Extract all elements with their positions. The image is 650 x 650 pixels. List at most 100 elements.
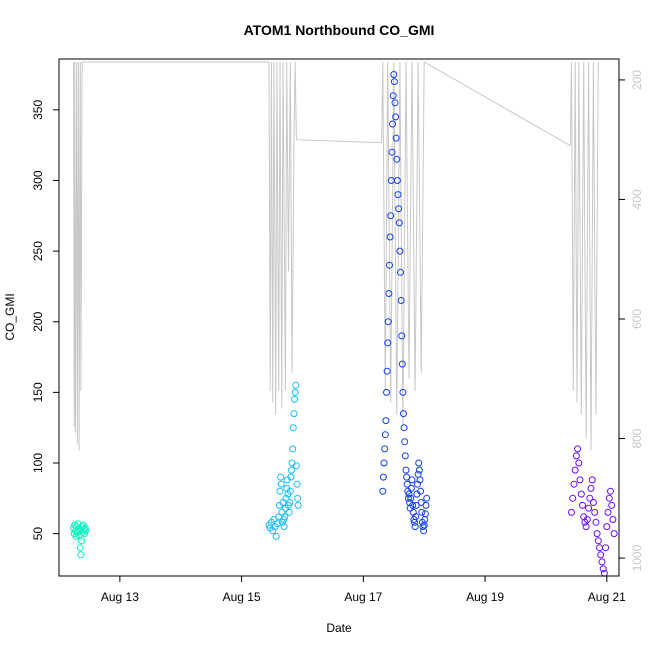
- data-point-series-3: [407, 484, 415, 492]
- data-point-series-4: [602, 544, 610, 552]
- data-point-series-1: [81, 524, 89, 532]
- data-point-series-3: [403, 473, 411, 481]
- chart-title: ATOM1 Northbound CO_GMI: [244, 22, 435, 38]
- data-point-series-3: [408, 476, 416, 484]
- data-point-series-4: [588, 476, 596, 484]
- data-point-series-4: [594, 537, 602, 545]
- data-point-series-1: [76, 544, 84, 552]
- data-point-series-3: [398, 332, 406, 340]
- data-point-series-4: [610, 530, 618, 538]
- data-point-series-3: [403, 480, 411, 488]
- y-tick-label: 150: [31, 382, 45, 402]
- data-point-series-3: [394, 191, 402, 199]
- data-point-series-2: [294, 494, 302, 502]
- y-axis-label: CO_GMI: [3, 293, 17, 340]
- data-point-series-4: [592, 518, 600, 526]
- data-point-series-2: [274, 520, 281, 528]
- data-point-series-2: [289, 424, 297, 432]
- data-point-series-3: [389, 92, 397, 100]
- data-point-series-4: [593, 530, 601, 538]
- data-point-series-4: [575, 459, 583, 467]
- data-point-series-3: [407, 494, 415, 502]
- data-point-series-2: [292, 462, 300, 470]
- data-point-series-3: [379, 487, 387, 495]
- data-point-series-4: [589, 499, 597, 506]
- x-tick-label: Aug 19: [466, 590, 504, 604]
- data-point-series-4: [571, 466, 579, 474]
- data-point-series-3: [416, 476, 424, 484]
- data-point-series-4: [583, 516, 591, 523]
- data-point-series-2: [288, 459, 296, 467]
- data-point-series-3: [420, 527, 428, 535]
- data-point-series-2: [282, 494, 290, 502]
- data-point-series-1: [77, 551, 85, 559]
- y-axis: 50 100 150 200 250 300 350: [31, 100, 60, 541]
- data-point-series-4: [572, 452, 580, 460]
- data-point-series-4: [570, 480, 578, 488]
- data-point-series-4: [607, 487, 614, 495]
- data-point-series-4: [603, 523, 611, 531]
- y2-tick-label: 200: [630, 70, 644, 90]
- plot-frame: [58, 58, 620, 577]
- data-point-series-4: [597, 551, 605, 559]
- y2-tick-label: 400: [630, 189, 644, 209]
- data-point-series-4: [587, 484, 595, 492]
- data-point-series-3: [412, 513, 420, 521]
- data-point-series-4: [605, 494, 613, 502]
- data-point-series-2: [277, 480, 285, 488]
- data-point-series-3: [397, 297, 405, 304]
- data-point-series-3: [385, 290, 393, 297]
- data-point-series-3: [396, 247, 404, 255]
- data-point-series-3: [383, 367, 391, 375]
- data-point-series-3: [380, 459, 388, 467]
- x-axis-label: Date: [326, 621, 352, 635]
- data-point-series-4: [579, 501, 586, 509]
- data-point-series-3: [417, 487, 425, 495]
- y-tick-label: 50: [31, 527, 45, 541]
- data-point-series-4: [574, 445, 582, 453]
- data-point-series-3: [390, 71, 398, 78]
- data-point-series-3: [388, 148, 396, 156]
- data-point-series-3: [400, 410, 407, 418]
- data-point-series-3: [389, 120, 397, 128]
- data-point-series-3: [411, 523, 419, 531]
- data-point-series-2: [291, 388, 299, 396]
- data-point-series-3: [391, 99, 399, 107]
- y-tick-label: 200: [31, 311, 45, 331]
- data-point-series-4: [582, 523, 590, 531]
- points-layer: [70, 71, 618, 577]
- data-point-series-3: [415, 466, 423, 474]
- data-point-series-3: [397, 268, 404, 276]
- data-point-series-4: [598, 558, 606, 566]
- data-point-series-3: [393, 155, 401, 163]
- y-tick-label: 100: [31, 453, 45, 473]
- data-point-series-3: [393, 177, 401, 184]
- data-point-series-1: [80, 525, 88, 533]
- data-point-series-3: [414, 470, 422, 478]
- data-point-series-3: [418, 508, 426, 516]
- data-point-series-2: [292, 381, 300, 389]
- data-point-series-2: [272, 532, 280, 540]
- data-point-series-4: [568, 508, 575, 516]
- data-point-series-4: [576, 476, 584, 484]
- data-point-series-2: [289, 445, 297, 453]
- pressure-trace-line: [73, 61, 599, 451]
- data-point-series-3: [400, 424, 408, 432]
- data-point-series-2: [291, 395, 299, 403]
- data-point-series-1: [82, 527, 90, 535]
- x-axis: Aug 13 Aug 15 Aug 17 Aug 19 Aug 21: [101, 575, 626, 604]
- data-point-series-2: [294, 501, 302, 509]
- data-point-series-1: [78, 537, 85, 545]
- data-point-series-2: [280, 523, 288, 531]
- data-point-series-2: [293, 480, 301, 488]
- data-point-series-2: [286, 487, 294, 495]
- data-point-series-3: [383, 388, 390, 396]
- data-point-series-3: [384, 339, 392, 347]
- data-point-series-3: [381, 431, 389, 439]
- data-point-series-3: [395, 219, 403, 227]
- y2-axis: 200 400 600 800 1000: [618, 70, 644, 571]
- data-point-series-3: [387, 212, 395, 220]
- data-point-series-4: [591, 508, 599, 516]
- data-point-series-3: [401, 452, 409, 460]
